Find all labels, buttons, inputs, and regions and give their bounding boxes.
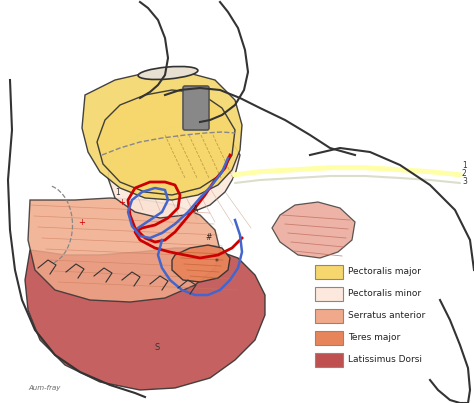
Polygon shape [97, 90, 235, 195]
Text: +: + [78, 218, 85, 227]
Bar [315, 287, 343, 301]
Text: 3: 3 [462, 177, 467, 186]
Text: Pectoralis minor: Pectoralis minor [348, 289, 421, 299]
Text: S: S [155, 343, 160, 352]
Text: 1: 1 [462, 161, 467, 170]
Text: A: A [193, 205, 198, 214]
Text: #: # [205, 233, 211, 242]
Text: Pectoralis major: Pectoralis major [348, 268, 421, 276]
Bar [315, 265, 343, 279]
Ellipse shape [138, 66, 198, 79]
Text: *: * [215, 258, 219, 267]
Bar [315, 331, 343, 345]
Text: Teres major: Teres major [348, 334, 400, 343]
Polygon shape [272, 202, 355, 258]
Polygon shape [172, 245, 230, 282]
Polygon shape [28, 198, 220, 302]
Polygon shape [108, 125, 240, 218]
Polygon shape [82, 72, 242, 200]
Text: +: + [118, 198, 125, 207]
Text: Serratus anterior: Serratus anterior [348, 312, 425, 320]
Polygon shape [25, 248, 265, 390]
Text: Aum-fray: Aum-fray [28, 385, 60, 391]
Bar [315, 353, 343, 367]
Text: Latissimus Dorsi: Latissimus Dorsi [348, 355, 422, 364]
FancyBboxPatch shape [183, 86, 209, 130]
Bar [315, 309, 343, 323]
Text: 2: 2 [462, 169, 467, 178]
Text: 1: 1 [115, 188, 120, 197]
